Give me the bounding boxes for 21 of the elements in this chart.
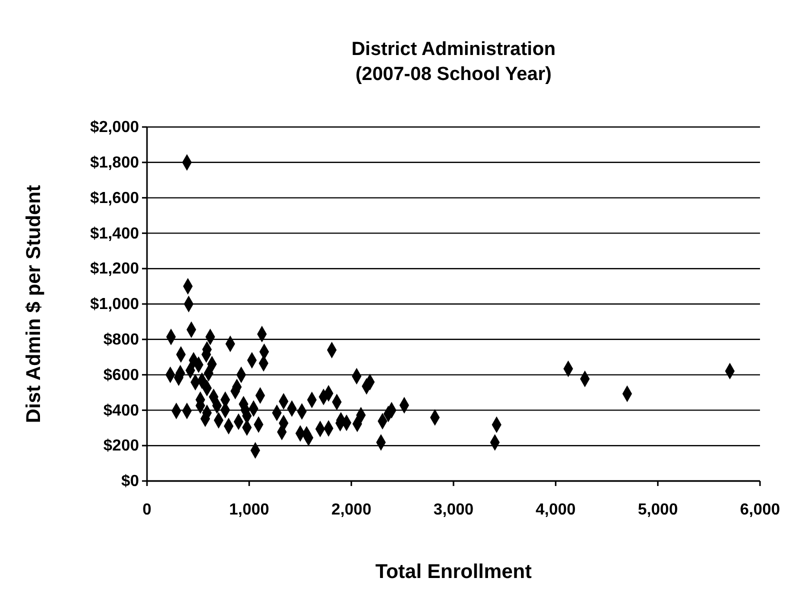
x-axis-title: Total Enrollment bbox=[375, 561, 532, 583]
y-tick-label: $1,600 bbox=[90, 190, 140, 207]
x-tick-label: 2,000 bbox=[331, 502, 372, 519]
y-tick-label: $2,000 bbox=[90, 119, 140, 136]
y-tick-label: $1,200 bbox=[90, 260, 140, 278]
y-tick-label: $1,000 bbox=[90, 296, 140, 314]
y-tick-label: $200 bbox=[103, 438, 140, 455]
chart-title: District Administration (2007-08 School Year) bbox=[351, 39, 556, 85]
y-axis-title: Dist Admin $ per Student bbox=[23, 184, 45, 424]
x-tick-label: 4,000 bbox=[536, 502, 576, 519]
y-tick-label: $0 bbox=[121, 473, 140, 490]
y-tick-label: $600 bbox=[103, 366, 140, 384]
x-tick-label: 5,000 bbox=[638, 502, 678, 519]
y-tick-label: $800 bbox=[103, 332, 140, 349]
y-tick-label: $400 bbox=[103, 402, 140, 420]
y-tick-label: $1,800 bbox=[90, 154, 140, 172]
x-tick-label: 3,000 bbox=[433, 502, 474, 519]
x-tick-label: 1,000 bbox=[229, 502, 270, 519]
x-tick-label: 0 bbox=[142, 502, 152, 519]
y-tick-label: $1,400 bbox=[90, 225, 140, 242]
x-tick-label: 6,000 bbox=[740, 502, 780, 519]
